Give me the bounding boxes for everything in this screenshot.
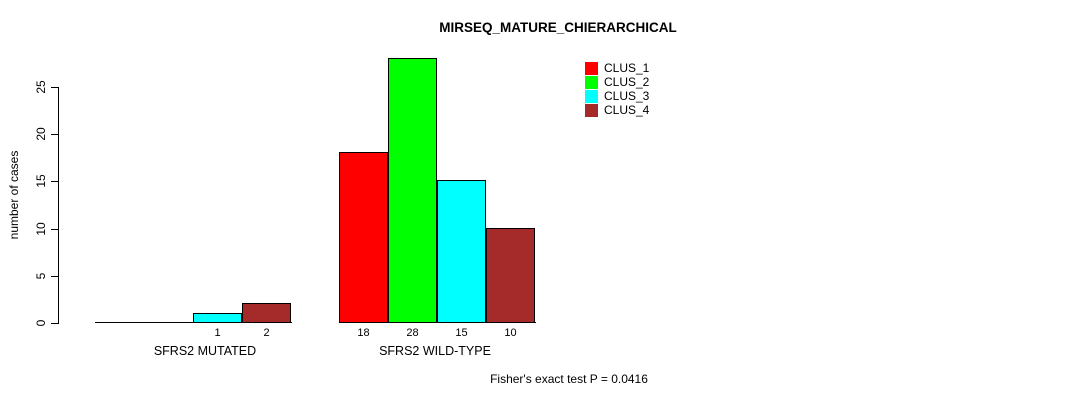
- pvalue-annotation: Fisher's exact test P = 0.0416: [490, 372, 648, 386]
- bar-value-label: 1: [214, 327, 221, 339]
- legend-label: CLUS_1: [604, 61, 650, 75]
- legend-label: CLUS_2: [604, 75, 650, 89]
- y-axis-tick: [51, 323, 58, 324]
- legend-swatch-icon: [585, 90, 598, 103]
- legend-label: CLUS_3: [604, 89, 650, 103]
- legend-item-clus_1: CLUS_1: [585, 62, 649, 75]
- bar-value-label: 2: [263, 327, 270, 339]
- y-axis-title: number of cases: [7, 150, 21, 240]
- bar-value-label: 18: [357, 327, 370, 339]
- bar-clus_3: [437, 180, 486, 323]
- legend-label: CLUS_4: [604, 103, 650, 117]
- y-axis-line: [58, 87, 59, 324]
- bar-clus_4: [486, 228, 535, 323]
- y-axis-tick: [51, 181, 58, 182]
- bar-value-label: 28: [406, 327, 419, 339]
- y-axis-tick: [51, 229, 58, 230]
- legend-item-clus_2: CLUS_2: [585, 76, 649, 89]
- bar-value-label: 10: [504, 327, 517, 339]
- legend-swatch-icon: [585, 76, 598, 89]
- bar-clus_1: [339, 152, 388, 323]
- y-tick-label: 10: [34, 222, 48, 236]
- y-axis-tick: [51, 276, 58, 277]
- legend-swatch-icon: [585, 62, 598, 75]
- bar-clus_3: [193, 313, 242, 323]
- y-tick-label: 15: [34, 174, 48, 188]
- y-tick-label: 0: [34, 319, 48, 327]
- y-tick-label: 20: [34, 127, 48, 141]
- y-axis-tick: [51, 87, 58, 88]
- bar-clus_4: [242, 303, 291, 323]
- legend: CLUS_1 CLUS_2 CLUS_3 CLUS_4: [585, 62, 649, 118]
- bar-clus_2: [388, 58, 437, 323]
- y-axis-tick: [51, 134, 58, 135]
- category-label: SFRS2 MUTATED: [153, 344, 257, 358]
- y-tick-label: 25: [34, 80, 48, 94]
- legend-item-clus_3: CLUS_3: [585, 90, 649, 103]
- chart-title: MIRSEQ_MATURE_CHIERARCHICAL: [439, 20, 677, 35]
- bar-value-label: 15: [455, 327, 468, 339]
- y-tick-label: 5: [34, 272, 48, 280]
- legend-item-clus_4: CLUS_4: [585, 104, 649, 117]
- legend-swatch-icon: [585, 104, 598, 117]
- category-label: SFRS2 WILD-TYPE: [379, 344, 491, 358]
